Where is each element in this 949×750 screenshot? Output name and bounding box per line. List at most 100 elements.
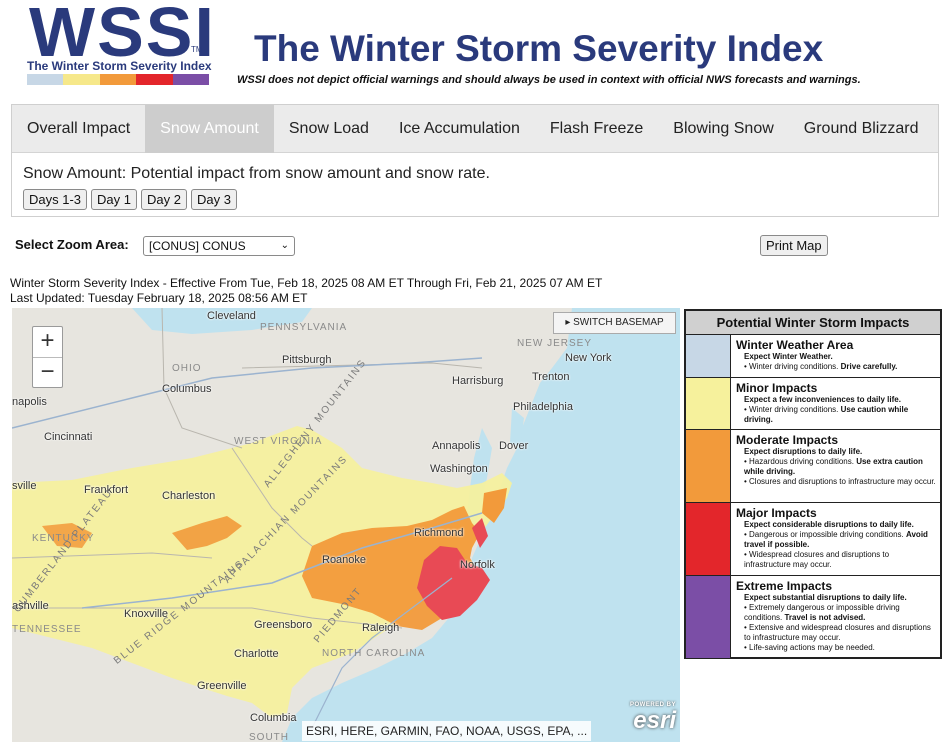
impact-legend: Potential Winter Storm Impacts Winter We… (684, 309, 942, 659)
legend-row-expect: Expect a few inconveniences to daily lif… (744, 395, 901, 404)
legend-row-bullet: • Widespread closures and disruptions to… (744, 550, 890, 569)
legend-row-bullet: • Life-saving actions may be needed. (744, 643, 875, 652)
disclaimer-text: WSSI does not depict official warnings a… (237, 74, 861, 86)
place-label: Cincinnati (44, 431, 93, 443)
legend-row-minor: Minor Impacts Expect a few inconvenience… (686, 378, 940, 430)
tab-ice-accumulation[interactable]: Ice Accumulation (398, 120, 520, 137)
place-label: Richmond (414, 527, 464, 539)
tab-overall-impact[interactable]: Overall Impact (27, 120, 131, 137)
zoom-in-button[interactable]: + (40, 327, 55, 354)
legend-row-moderate: Moderate Impacts Expect disruptions to d… (686, 430, 940, 503)
wssi-logo: WSSI TM The Winter Storm Severity Index (27, 0, 214, 85)
minor-impact-area (12, 426, 512, 718)
zoom-out-button[interactable]: − (33, 357, 62, 387)
powered-by-text: POWERED BY (629, 702, 676, 708)
product-panel: Overall Impact Snow Amount Snow Load Ice… (11, 104, 939, 217)
tab-flash-freeze[interactable]: Flash Freeze (549, 120, 644, 137)
legend-row-expect: Expect substantial disruptions to daily … (744, 593, 907, 602)
print-map-button[interactable]: Print Map (760, 235, 828, 256)
legend-row-expect: Expect Winter Weather. (744, 352, 833, 361)
chevron-down-icon: ⌄ (280, 240, 289, 251)
map-canvas (12, 308, 680, 742)
place-label: Annapolis (432, 440, 481, 452)
map-attribution[interactable]: ESRI, HERE, GARMIN, FAO, NOAA, USGS, EPA… (302, 721, 592, 741)
place-label: Greenville (197, 680, 247, 692)
logo-trademark: TM (191, 45, 203, 54)
legend-row-expect: Expect disruptions to daily life. (744, 447, 863, 456)
place-label: New York (565, 352, 612, 364)
day-3-button[interactable]: Day 3 (190, 189, 237, 210)
place-label: Columbus (162, 383, 212, 395)
days-1-3-button[interactable]: Days 1-3 (23, 189, 88, 210)
tab-snow-load[interactable]: Snow Load (288, 120, 369, 137)
effective-period: Winter Storm Severity Index - Effective … (10, 276, 603, 290)
logo-wordmark: WSSI (29, 0, 216, 71)
logo-bar-segment (136, 74, 173, 85)
place-label: Pittsburgh (282, 354, 332, 366)
legend-row-name: Major Impacts (736, 506, 817, 520)
place-label: napolis (12, 396, 47, 408)
map-zoom-control: + − (32, 326, 63, 388)
state-label: KENTUCKY (32, 533, 95, 544)
legend-row-bullet: • Dangerous or impossible driving condit… (744, 530, 928, 549)
logo-bar-segment (172, 74, 210, 85)
product-description: Snow Amount: Potential impact from snow … (23, 165, 490, 182)
legend-swatch (686, 378, 731, 429)
place-label: Knoxville (124, 608, 169, 620)
logo-bar-segment (27, 74, 64, 85)
state-label: SOUTH (249, 732, 289, 742)
legend-row-name: Minor Impacts (736, 381, 818, 395)
place-label: ashville (12, 600, 49, 612)
place-label: Dover (499, 440, 529, 452)
place-label: Philadelphia (513, 401, 573, 413)
legend-row-extreme: Extreme Impacts Expect substantial disru… (686, 576, 940, 658)
place-label: Raleigh (362, 622, 400, 634)
state-label: PENNSYLVANIA (260, 322, 348, 333)
logo-subtitle: The Winter Storm Severity Index (27, 59, 212, 73)
place-label: Charlotte (234, 648, 279, 660)
legend-row-bullet: • Extremely dangerous or impossible driv… (744, 603, 900, 622)
legend-swatch (686, 335, 731, 377)
logo-bar-segment (99, 74, 137, 85)
legend-title: Potential Winter Storm Impacts (686, 311, 940, 335)
place-label: Norfolk (460, 559, 495, 571)
tab-snow-amount[interactable]: Snow Amount (145, 105, 274, 153)
tab-ground-blizzard[interactable]: Ground Blizzard (803, 120, 919, 137)
legend-row-major: Major Impacts Expect considerable disrup… (686, 503, 940, 576)
zoom-area-label: Select Zoom Area: (15, 237, 129, 252)
switch-basemap-button[interactable]: ▸ SWITCH BASEMAP (553, 312, 676, 334)
state-label: WEST VIRGINIA (234, 436, 323, 447)
legend-swatch (686, 503, 731, 575)
legend-row-bullet: • Winter driving conditions. Use caution… (744, 405, 909, 424)
place-label: Frankfort (84, 484, 129, 496)
state-label: NEW JERSEY (517, 338, 593, 349)
tab-blowing-snow[interactable]: Blowing Snow (673, 120, 774, 137)
legend-row-name: Extreme Impacts (736, 579, 833, 593)
logo-color-bar (27, 74, 210, 85)
legend-swatch (686, 430, 731, 502)
wssi-map[interactable]: Cleveland Pittsburgh Columbus Cincinnati… (12, 308, 680, 742)
legend-swatch (686, 576, 731, 658)
legend-row-name: Winter Weather Area (736, 338, 854, 352)
legend-row-name: Moderate Impacts (736, 433, 839, 447)
place-label: Greensboro (254, 619, 313, 631)
place-label: Columbia (250, 712, 297, 724)
esri-logo: POWERED BY esri (614, 702, 676, 738)
place-label: Roanoke (322, 554, 367, 566)
legend-row-bullet: • Closures and disruptions to infrastruc… (744, 477, 936, 486)
state-label: TENNESSEE (12, 624, 82, 635)
state-label: OHIO (172, 363, 202, 374)
product-tabs: Overall Impact Snow Amount Snow Load Ice… (12, 105, 938, 153)
legend-row-expect: Expect considerable disruptions to daily… (744, 520, 914, 529)
page-title: The Winter Storm Severity Index (254, 28, 824, 69)
state-label: NORTH CAROLINA (322, 648, 426, 659)
day-2-button[interactable]: Day 2 (141, 189, 187, 210)
legend-row-bullet: • Extensive and widespread closures and … (744, 623, 931, 642)
place-label: sville (12, 480, 37, 492)
day-selector: Days 1-3 Day 1 Day 2 Day 3 (23, 189, 237, 210)
last-updated: Last Updated: Tuesday February 18, 2025 … (10, 291, 308, 305)
day-1-button[interactable]: Day 1 (91, 189, 137, 210)
zoom-area-select[interactable]: [CONUS] CONUS ⌄ (143, 236, 295, 256)
major-impact-area (417, 546, 490, 620)
zoom-area-value: [CONUS] CONUS (149, 239, 246, 253)
